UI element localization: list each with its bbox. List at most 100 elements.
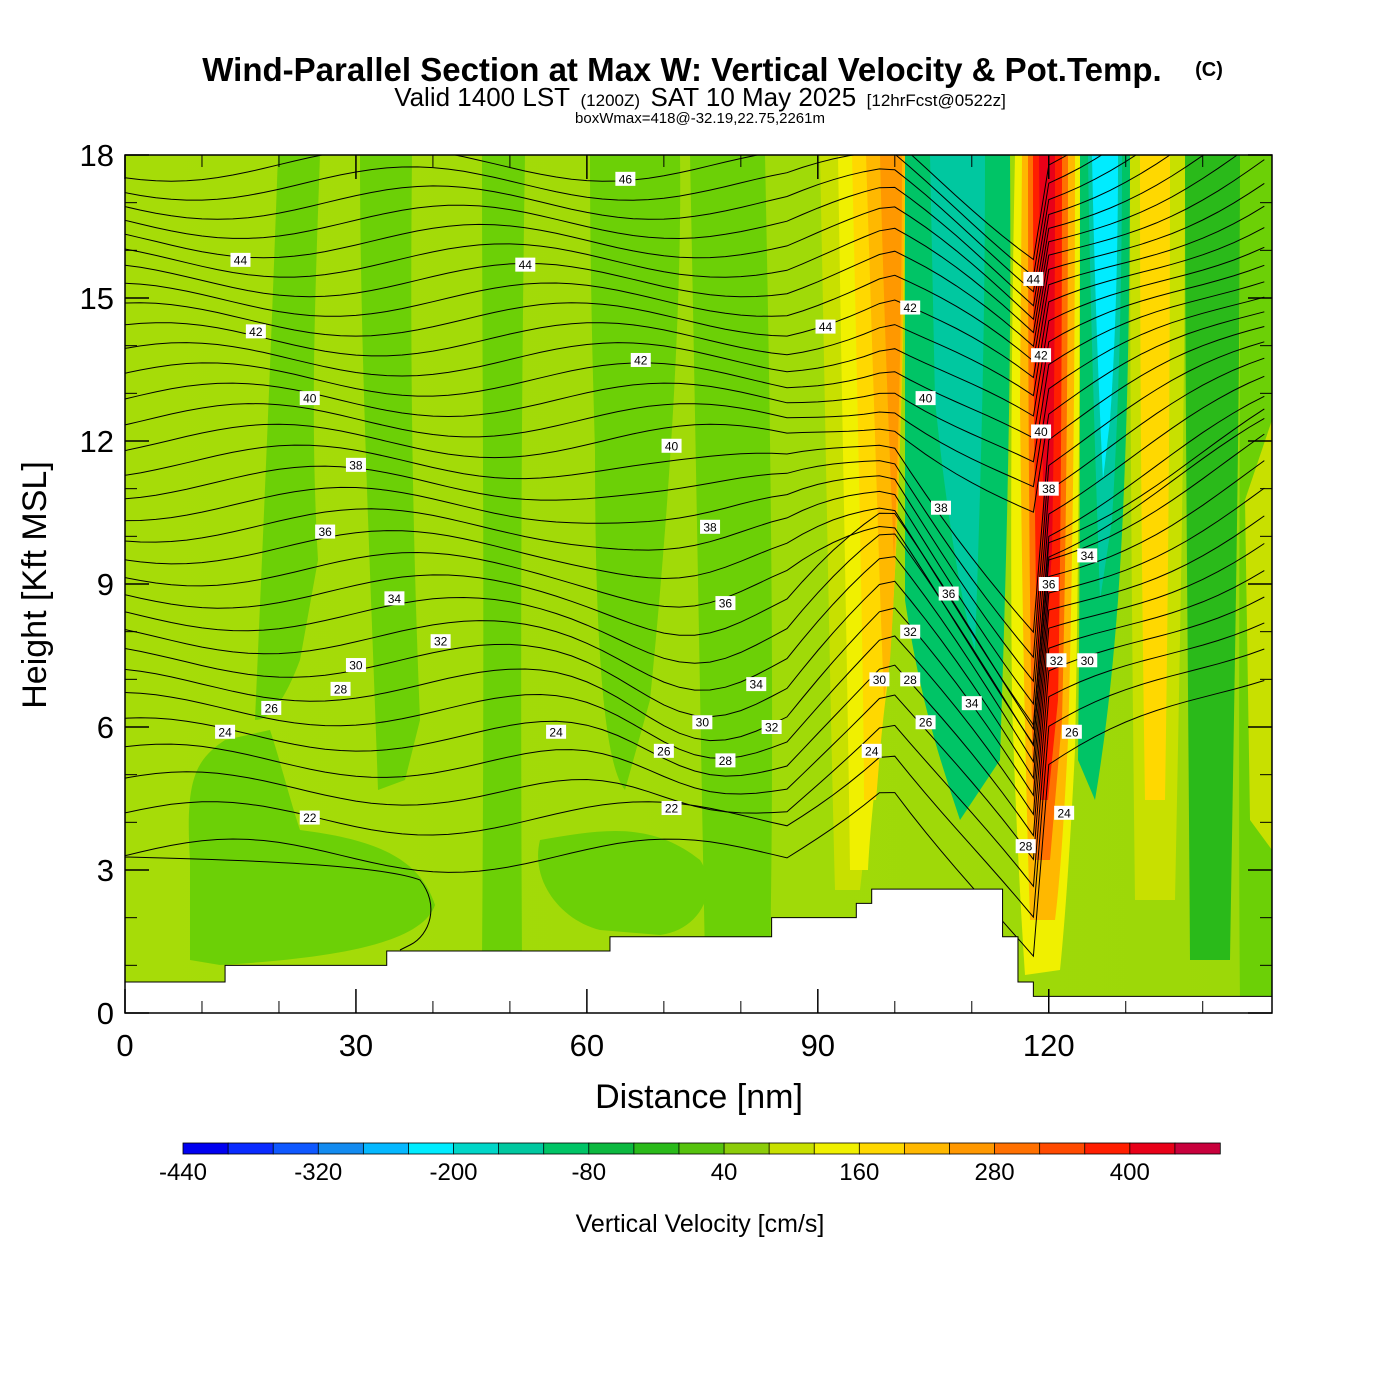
contour-label: 36 — [938, 586, 959, 601]
contour-label-box — [1061, 724, 1082, 739]
contour-label-box — [515, 257, 536, 272]
box-wmax-text: boxWmax=418@-32.19,22.75,2261m — [575, 110, 825, 127]
colorbar-swatch — [453, 1142, 500, 1155]
colorbar-tick-label: -320 — [294, 1159, 342, 1186]
contour-label-text: 28 — [1019, 840, 1033, 854]
contour-label-box — [615, 171, 636, 186]
contour-label-text: 32 — [434, 635, 448, 649]
contour-label-box — [546, 724, 567, 739]
colorbar-label: Vertical Velocity [cm/s] — [576, 1210, 825, 1238]
contour-label: 26 — [653, 743, 674, 758]
contour-label-text: 44 — [519, 258, 533, 272]
theta-contour-line — [125, 155, 1103, 278]
contour-label: 30 — [869, 672, 890, 687]
contour-label: 34 — [1077, 548, 1098, 563]
contour-label-text: 24 — [218, 725, 232, 739]
contour-label-box — [1023, 271, 1044, 286]
theta-contour-line — [125, 622, 1265, 888]
contour-label: 24 — [1054, 805, 1075, 820]
contour-label-text: 22 — [665, 802, 679, 816]
contour-label: 30 — [345, 658, 366, 673]
contour-label-box — [900, 672, 921, 687]
colorbar-swatch — [272, 1142, 319, 1155]
contour-label-text: 36 — [719, 597, 733, 611]
contour-label-box — [715, 596, 736, 611]
contour-label-box — [384, 591, 405, 606]
theta-contour-line — [125, 375, 1265, 706]
colorbar-swatch — [543, 1142, 590, 1155]
contour-label-box — [715, 753, 736, 768]
contour-label-text: 34 — [965, 697, 979, 711]
contour-label-box — [330, 681, 351, 696]
theta-contour-line — [125, 570, 1265, 838]
y-tick-label: 15 — [80, 281, 114, 316]
contour-label: 24 — [215, 724, 236, 739]
y-axis-label: Height [Kft MSL] — [16, 461, 54, 709]
contour-label: 22 — [299, 810, 320, 825]
contour-label: 32 — [900, 624, 921, 639]
colorbar-swatch — [678, 1142, 725, 1155]
contour-label-text: 40 — [1034, 425, 1048, 439]
colorbar-swatch — [949, 1142, 996, 1155]
contour-label: 38 — [700, 519, 721, 534]
contour-label: 34 — [384, 591, 405, 606]
valid-time-line: Valid 1400 LST (1200Z) SAT 10 May 2025 [… — [394, 82, 1006, 112]
copyright-mark: (C) — [1195, 59, 1223, 81]
contour-label-text: 42 — [904, 301, 918, 315]
colorbar-swatch — [1084, 1142, 1131, 1155]
colorbar-swatch — [1174, 1142, 1221, 1155]
contour-label-text: 36 — [1042, 578, 1056, 592]
contour-label-text: 24 — [865, 744, 879, 758]
theta-contour-line — [125, 246, 1265, 417]
contour-label-box — [299, 810, 320, 825]
contour-label-box — [1046, 653, 1067, 668]
contour-label-text: 32 — [765, 721, 779, 735]
contour-label-text: 38 — [1042, 482, 1056, 496]
colorbar-tick-label: 280 — [975, 1159, 1015, 1186]
x-axis-label: Distance [nm] — [595, 1078, 803, 1116]
contour-label-box — [1038, 577, 1059, 591]
contour-label-box — [900, 300, 921, 315]
contour-label: 44 — [1023, 271, 1044, 286]
theta-contour-line — [125, 155, 1137, 293]
contour-label-text: 38 — [349, 458, 363, 472]
y-tick-label: 6 — [97, 710, 114, 745]
contour-label-text: 28 — [334, 682, 348, 696]
contour-label-box — [915, 715, 936, 730]
contour-label-box — [746, 677, 767, 692]
theta-contour-line — [125, 341, 1265, 659]
contour-label-text: 30 — [873, 673, 887, 687]
contour-label-text: 36 — [942, 587, 956, 601]
contour-label: 40 — [1031, 424, 1052, 439]
contour-label-text: 38 — [703, 520, 717, 534]
contour-label: 40 — [661, 438, 682, 453]
contour-label: 36 — [715, 596, 736, 611]
contour-label-text: 46 — [619, 172, 633, 186]
theta-contour-line — [125, 395, 1265, 727]
contour-label: 24 — [861, 743, 882, 758]
theta-contour-line — [125, 408, 1265, 731]
x-tick-label: 120 — [1023, 1028, 1075, 1063]
theta-contour-line — [125, 205, 1265, 379]
contour-label-text: 30 — [1081, 654, 1095, 668]
theta-contour-line — [125, 680, 1265, 958]
colorbar-tick-label: 160 — [839, 1159, 879, 1186]
colorbar-tick-label: 40 — [711, 1159, 738, 1186]
contour-label: 42 — [630, 352, 651, 367]
contour-label-text: 26 — [919, 716, 933, 730]
theta-contour-line — [125, 326, 1265, 634]
contour-label-box — [869, 672, 890, 687]
contour-label-box — [261, 700, 282, 715]
contour-label-box — [299, 391, 320, 406]
colorbar-swatch — [182, 1142, 229, 1155]
colorbar-swatch — [317, 1142, 365, 1155]
y-tick-label: 9 — [97, 567, 114, 602]
contour-label-box — [700, 519, 721, 534]
contour-label-text: 42 — [1034, 349, 1048, 363]
contour-label-box — [345, 457, 366, 472]
contour-label-text: 40 — [919, 392, 933, 406]
y-tick-label: 18 — [80, 138, 114, 173]
colorbar-swatch — [903, 1142, 951, 1155]
contour-label: 40 — [915, 391, 936, 406]
contour-label-box — [1031, 348, 1052, 363]
